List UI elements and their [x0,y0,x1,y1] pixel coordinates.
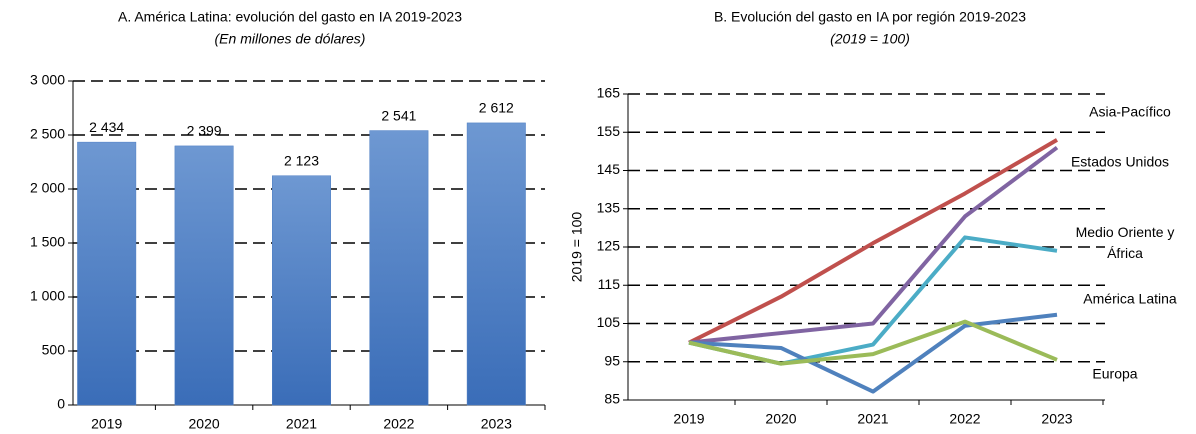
series-line [688,312,1058,394]
series-line [688,138,1059,345]
y-tick-label: 3 000 [30,72,65,88]
y-tick-label: 135 [597,199,621,215]
x-tick-label: 2019 [91,416,122,432]
x-tick-label: 2020 [189,416,220,432]
series-label: Medio Oriente y África [1075,224,1175,261]
y-tick-label: 2 500 [30,126,65,142]
x-tick-label: 2019 [673,411,704,427]
y-tick-label: 1 500 [30,234,65,250]
y-tick-label: 145 [597,161,621,177]
x-tick-label: 2021 [857,411,888,427]
data-label: 2 541 [381,107,416,123]
series-label: Europa [1092,366,1137,382]
y-tick-label: 500 [42,342,66,358]
bar [77,141,137,406]
series-label: Asia-Pacífico [1089,104,1171,120]
data-label: 2 612 [479,100,514,116]
series-label-box: Medio Oriente y África [1075,224,1175,261]
y-tick-label: 85 [604,391,620,407]
chart-title: B. Evolución del gasto en IA por región … [714,9,1026,25]
x-tick-label: 2020 [765,411,796,427]
data-label: 2 123 [284,152,319,168]
bar [174,145,234,406]
series-label: América Latina [1083,291,1177,307]
y-tick-label: 1 000 [30,288,65,304]
chart-title: A. América Latina: evolución del gasto e… [118,9,462,25]
x-tick-label: 2021 [286,416,317,432]
y-tick-label: 95 [604,352,620,368]
x-tick-label: 2023 [1041,411,1072,427]
series-line [688,319,1058,366]
y-tick-label: 2 000 [30,180,65,196]
y-axis-label: 2019 = 100 [569,212,585,283]
chart-subtitle: (En millones de dólares) [215,31,366,47]
data-label: 2 434 [89,119,124,135]
x-tick-label: 2022 [383,416,414,432]
y-tick-label: 165 [597,85,621,101]
bar [272,175,331,406]
bar [466,122,526,406]
y-tick-label: 155 [597,123,621,139]
x-tick-label: 2023 [481,416,512,432]
y-tick-label: 105 [597,314,621,330]
y-tick-label: 125 [597,238,621,254]
data-label: 2 399 [187,123,222,139]
x-tick-label: 2022 [949,411,980,427]
y-tick-label: 115 [598,276,621,292]
series-line [688,145,1059,345]
chart-subtitle: (2019 = 100) [830,31,910,47]
bar [369,130,429,406]
y-tick-label: 0 [57,396,65,412]
series-label: Estados Unidos [1071,154,1169,170]
